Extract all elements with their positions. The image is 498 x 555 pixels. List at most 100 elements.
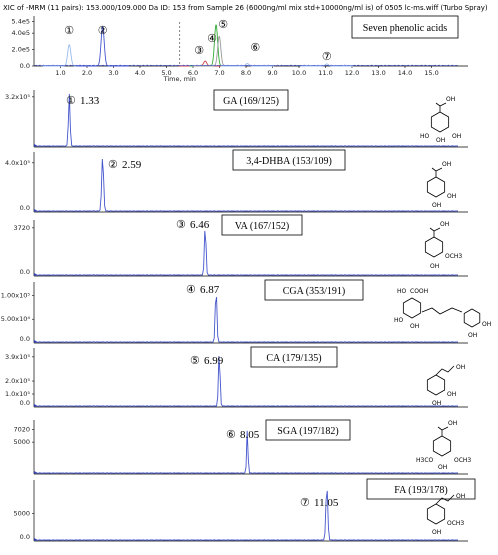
panel-SGA: 7020 5000 ⑥ 8.05 SGA (197/182) [13, 419, 468, 475]
panel-CGA: 1.00x10⁵ 5.00x10⁴ 0.0 ④ 6.87 CGA (353/191) [1, 279, 468, 344]
overlay-x-tick-label: 5.0 [161, 69, 171, 77]
overlay-x-tick-label: 7.0 [214, 69, 224, 77]
structure-label: OH [432, 202, 441, 209]
panel-peak-mark: ④ [186, 284, 196, 296]
structure-bond [439, 102, 447, 107]
panel-3,4-DHBA: 4.0x10⁵ 0.0 ② 2.59 3,4-DHBA (153/109) [5, 149, 468, 213]
panel-y-tick-label: 2.0x10⁵ [5, 377, 30, 385]
structure-ring [430, 111, 450, 133]
overlay-x-tick-label: 12.0 [345, 69, 359, 77]
panel-label-box [366, 478, 476, 500]
overlay-y-tick-label: 5.4e5 [12, 18, 30, 26]
structure-label: OCH3 [445, 253, 462, 260]
overlay-x-tick-label: 6.0 [188, 69, 198, 77]
structure-label: OH [447, 193, 456, 200]
panel-y-tick-label: 1.0x10⁵ [5, 390, 30, 398]
structure-label: OH [452, 133, 461, 140]
structure-bond [437, 426, 443, 431]
structure-ring [426, 374, 446, 396]
overlay-trace-2.59 [76, 25, 130, 67]
structure-label: OH [447, 391, 456, 398]
overlay-x-tick-label: 8.0 [241, 69, 251, 77]
structure-label: OH [432, 529, 441, 536]
panel-y-tick-label: 4.0x10⁵ [5, 159, 30, 167]
overlay-x-tick-label: 13.0 [371, 69, 385, 77]
structure-label: OH [456, 364, 465, 371]
panel-y-zero-label: 0.0 [20, 399, 30, 407]
structure-label: OH [482, 321, 491, 328]
structure-ring [426, 503, 446, 525]
panel-retention-time: 1.33 [80, 95, 100, 107]
panel-y-tick-label: 7020 [13, 426, 30, 434]
structure-label: OH [468, 332, 477, 339]
structure-label: OCH3 [447, 520, 464, 527]
panel-retention-time: 6.99 [204, 355, 224, 367]
panel-label-text: 3,4-DHBA (153/109) [246, 156, 332, 167]
overlay-label-box [351, 15, 459, 39]
structure-ring [426, 176, 446, 198]
overlay-x-tick-label: 10.0 [292, 69, 306, 77]
panel-y-zero-label: 0.0 [20, 335, 30, 343]
panel-y-tick-label: 3.9x10⁵ [5, 353, 30, 361]
panel-peak-mark: ③ [176, 219, 186, 231]
overlay-peak-marker: ④ [207, 33, 217, 45]
panel-trace [33, 230, 459, 276]
panel-trace [33, 356, 459, 407]
panel-retention-time: 6.46 [190, 219, 210, 231]
overlay-trace-8.05 [220, 63, 274, 67]
structure-bond [441, 426, 449, 431]
panel-peak-mark: ⑤ [190, 355, 200, 367]
panel-label-text: SGA (197/182) [277, 426, 338, 437]
panel-label-box [221, 214, 303, 236]
structure-bond [429, 227, 435, 232]
structure-bond [435, 167, 443, 172]
panel-label-box [264, 279, 364, 301]
panel-y-zero-label: 0.0 [20, 268, 30, 276]
panel-trace [33, 158, 459, 212]
overlay-trace-11.05 [300, 63, 354, 67]
panel-retention-time: 6.87 [200, 284, 220, 296]
overlay-x-tick-label: 3.0 [108, 69, 118, 77]
overlay-x-tick-label: 4.0 [135, 69, 145, 77]
panel-peak-mark: ① [66, 95, 76, 107]
overlay-x-tick-label: 9.0 [267, 69, 277, 77]
panel-y-tick-label: 1.00x10⁵ [1, 291, 31, 299]
structure-label: OH [432, 400, 441, 407]
panel-trace [33, 93, 459, 147]
structure-label: OH [456, 493, 465, 500]
panel-y-tick-label: 5.00x10⁴ [1, 315, 31, 323]
overlay-peak-marker: ⑥ [250, 42, 260, 54]
panel-GA: 3.2x10⁵ ① 1.33 GA (169/125) [5, 89, 468, 148]
panel-trace [33, 490, 459, 541]
overlay-x-tick-label: 15.0 [424, 69, 438, 77]
structure-chain [435, 365, 455, 376]
overlay-label-text: Seven phenolic acids [363, 23, 448, 34]
panel-y-tick-label: 3.2x10⁵ [5, 93, 30, 101]
structure-ring [424, 236, 444, 258]
overlay-y-tick-label: 4.0e5 [12, 29, 30, 37]
panel-retention-time: 8.05 [240, 429, 260, 441]
panel-y-zero-label: 0.0 [20, 533, 30, 541]
overlay-x-tick-label: 2.0 [82, 69, 92, 77]
overlay-x-tick-label: 1.0 [55, 69, 65, 77]
panel-trace [33, 297, 459, 343]
overlay-x-tick-label: 14.0 [398, 69, 412, 77]
overlay-trace-1.33 [42, 44, 96, 67]
panel-label-text: FA (193/178) [394, 485, 447, 496]
panel-label-box [265, 419, 351, 441]
overlay-y-tick-label: 2.0e5 [12, 46, 30, 54]
structure-label: OH [440, 221, 449, 228]
panel-label-text: VA (167/152) [235, 221, 290, 232]
panel-retention-time: 11.05 [314, 497, 339, 509]
structure-label: OH [430, 263, 439, 270]
panel-label-text: GA (169/125) [223, 96, 279, 107]
structure-label: OCH3 [454, 457, 471, 464]
panel-y-zero-label: 0.0 [20, 204, 30, 212]
panel-VA: 3720 0.0 ③ 6.46 VA (167/152) [13, 214, 468, 277]
panel-label-text: CGA (353/191) [283, 286, 346, 297]
structure-bond [431, 167, 437, 172]
